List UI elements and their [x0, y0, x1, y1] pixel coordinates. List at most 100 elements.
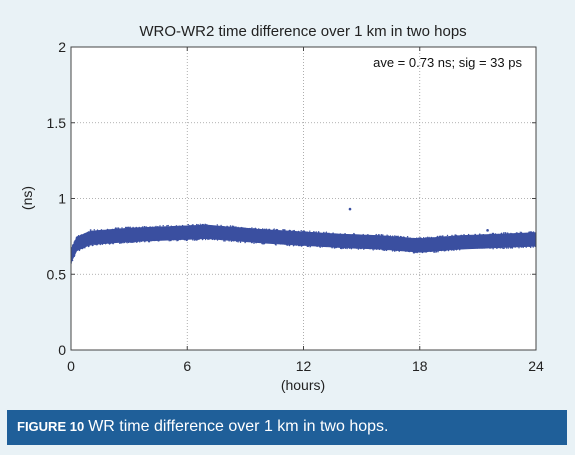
data-point: [132, 227, 134, 229]
data-point: [264, 242, 266, 244]
data-point: [446, 234, 449, 237]
data-point: [179, 238, 181, 241]
data-point: [327, 232, 329, 235]
data-point: [273, 228, 275, 230]
data-point: [237, 241, 239, 243]
data-point: [160, 239, 162, 241]
data-point: [155, 225, 157, 228]
data-point: [73, 241, 76, 243]
data-point: [226, 225, 228, 227]
data-point: [429, 250, 432, 253]
data-point: [391, 250, 394, 252]
data-point: [283, 243, 286, 245]
data-point: [211, 238, 214, 241]
data-point: [103, 242, 105, 244]
data-point: [229, 225, 232, 227]
data-point: [74, 240, 76, 242]
data-point: [426, 236, 429, 238]
data-point: [115, 228, 118, 230]
data-point: [93, 229, 96, 231]
data-point: [344, 246, 346, 249]
data-point: [81, 247, 84, 250]
data-point: [77, 235, 80, 237]
data-point: [95, 243, 97, 245]
data-point: [166, 226, 168, 228]
data-point: [145, 226, 148, 228]
data-point: [505, 233, 507, 235]
data-point: [281, 243, 283, 245]
data-point: [233, 225, 235, 228]
data-point: [87, 231, 90, 233]
data-point: [224, 238, 226, 241]
data-point: [151, 226, 154, 228]
data-point: [382, 234, 384, 236]
data-point: [307, 231, 309, 233]
data-point: [442, 249, 444, 251]
caption-text: WR time difference over 1 km in two hops…: [88, 418, 389, 435]
y-tick-label: 1.5: [47, 115, 67, 131]
data-point: [397, 235, 399, 237]
data-point: [123, 241, 126, 244]
data-point: [470, 235, 472, 237]
data-point: [75, 237, 78, 240]
outlier-point: [348, 207, 352, 211]
data-point: [367, 234, 369, 236]
data-point: [284, 229, 286, 231]
data-point: [110, 241, 112, 244]
data-point: [355, 234, 358, 236]
data-point: [118, 241, 121, 243]
data-point: [166, 225, 168, 227]
data-point: [170, 225, 172, 227]
data-point: [395, 235, 397, 238]
data-point: [138, 226, 140, 229]
x-tick-label: 18: [412, 358, 428, 374]
data-point: [274, 243, 276, 245]
x-tick-label: 24: [528, 358, 544, 374]
data-point: [199, 223, 201, 225]
data-point: [295, 244, 297, 246]
data-point: [450, 248, 452, 250]
data-point: [387, 235, 389, 237]
data-point: [427, 237, 430, 240]
data-point: [150, 227, 152, 229]
data-point: [443, 250, 445, 252]
data-point: [201, 224, 203, 226]
data-point: [121, 227, 123, 229]
data-point: [96, 229, 99, 231]
data-point: [208, 238, 210, 240]
data-point: [489, 233, 491, 235]
data-point: [385, 249, 388, 252]
data-point: [116, 227, 118, 229]
data-point: [175, 238, 177, 241]
data-point: [265, 228, 268, 230]
data-point: [73, 254, 76, 257]
data-point: [474, 233, 476, 236]
data-point: [497, 247, 499, 249]
y-tick-label: 1: [58, 191, 66, 207]
data-point: [526, 245, 528, 247]
data-point: [306, 245, 308, 247]
chart-title: WRO-WR2 time difference over 1 km in two…: [139, 23, 466, 40]
y-tick-label: 2: [58, 39, 66, 55]
data-point: [435, 251, 438, 253]
data-point: [330, 246, 333, 248]
data-point: [143, 226, 146, 228]
data-point: [336, 246, 338, 248]
data-point: [381, 249, 383, 251]
data-point: [437, 251, 439, 253]
data-point: [318, 231, 320, 233]
data-point: [169, 239, 172, 242]
data-point: [319, 246, 321, 248]
data-point: [386, 234, 388, 236]
data-point: [176, 240, 178, 242]
data-point: [471, 247, 473, 249]
data-point: [490, 247, 492, 249]
data-point: [101, 243, 103, 245]
data-point: [279, 230, 281, 232]
data-point: [328, 232, 330, 234]
data-point: [228, 240, 230, 242]
data-point: [377, 235, 379, 237]
data-point: [249, 228, 252, 230]
data-point: [109, 243, 111, 245]
data-point: [423, 251, 426, 253]
